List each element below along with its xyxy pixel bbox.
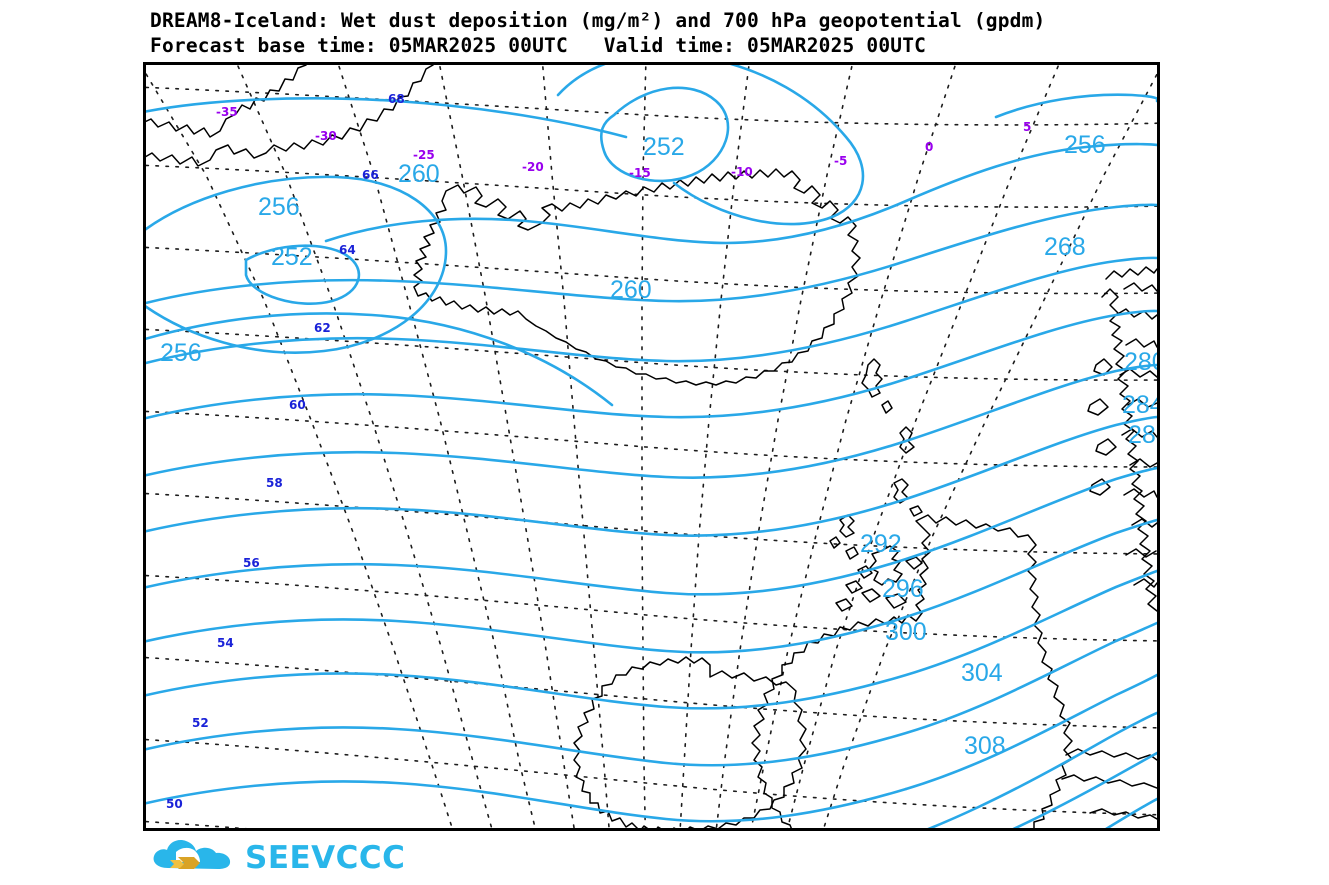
contour-272: [146, 309, 1157, 420]
contour-284: [146, 466, 1157, 596]
contour-256-ne: [994, 93, 1157, 119]
contour-252-north: [600, 86, 730, 183]
cloud-arrow-icon: [153, 840, 231, 869]
title-block: DREAM8-Iceland: Wet dust deposition (mg/…: [150, 8, 1325, 58]
contour-288: [146, 518, 1157, 654]
logo-text: SEEVCCC: [245, 840, 406, 876]
contour-276: [146, 363, 1157, 479]
contour-292: [146, 569, 1157, 710]
arrow-chevron-small-icon: [170, 860, 184, 868]
contour-300b: [904, 673, 1157, 791]
contour-260-iceland: [324, 142, 1157, 245]
contour-280: [146, 415, 1157, 537]
graticule-layer: [146, 65, 1157, 828]
contour-260-north: [146, 97, 628, 139]
page-title: DREAM8-Iceland: Wet dust deposition (mg/…: [150, 9, 1046, 32]
page-subtitle: Forecast base time: 05MAR2025 00UTC Vali…: [150, 34, 927, 57]
contour-300: [146, 780, 908, 823]
contour-264: [146, 203, 1157, 305]
map-canvas: [146, 65, 1157, 828]
contour-304b: [927, 711, 1157, 828]
seevccc-logo[interactable]: SEEVCCC: [150, 836, 405, 880]
geopotential-contour-layer: [146, 65, 1157, 828]
coastline-layer: [146, 65, 1157, 828]
contour-256-north: [556, 65, 865, 226]
contour-268: [146, 256, 1157, 365]
contour-308: [1012, 751, 1157, 828]
arrow-chevron-icon: [178, 857, 200, 869]
contour-256-outer: [146, 312, 614, 407]
contour-256-west: [146, 175, 448, 354]
contour-252-west: [244, 244, 361, 305]
forecast-map[interactable]: 252 252 256 256 256 260 260 268 280 284 …: [143, 62, 1160, 831]
contour-296: [146, 621, 1157, 767]
contour-312: [1105, 797, 1157, 828]
